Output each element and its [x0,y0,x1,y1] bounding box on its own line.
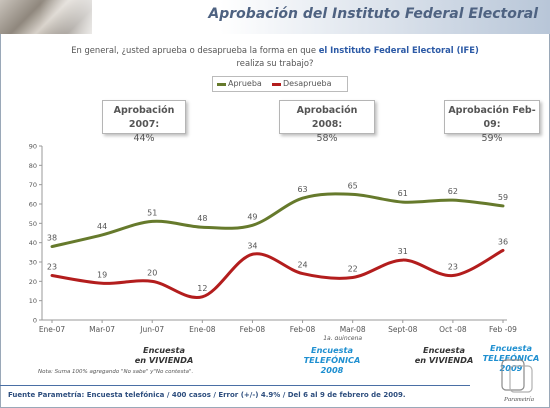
source-text: Fuente Parametría: Encuesta telefónica /… [8,391,406,399]
legend-label-aprueba: Aprueba [228,79,262,88]
data-label: 20 [147,268,157,277]
data-label: 31 [398,247,408,256]
data-label: 63 [297,185,307,194]
data-label: 23 [448,263,458,272]
x-tick-label: Feb-08 [290,325,316,334]
survey-4-line1: Encuesta [490,343,532,353]
parametria-logo: Parametría [501,359,534,403]
legend-label-desaprueba: Desaprueba [283,79,332,88]
y-tick-label: 0 [33,317,37,325]
callout-2007-title: Aprobación 2007: [113,105,175,130]
y-tick-label: 60 [29,201,37,209]
x-tick-label: Sept-08 [388,325,418,334]
survey-3-line1: Encuesta [423,345,465,355]
survey-label-1: Encuesta en VIVIENDA [114,345,214,365]
legend-swatch-aprueba [217,83,226,86]
y-tick-label: 10 [29,297,37,305]
callout-2007: Aprobación 2007: 44% [102,100,186,144]
chart-legend: Aprueba Desaprueba [212,76,348,92]
y-tick-label: 30 [29,259,37,267]
callout-2008-title: Aprobación 2008: [296,105,358,130]
x-tick-label: Feb-08 [240,325,266,334]
y-tick-label: 40 [29,239,37,247]
data-label: 22 [348,264,358,273]
header-photo-fade [40,0,110,34]
callout-feb09-value: 59% [481,133,503,144]
question-text: En general, ¿usted aprueba o desaprueba … [40,44,510,70]
question-highlight: el Instituto Federal Electoral (IFE) [318,45,479,55]
data-label: 48 [197,214,207,223]
data-label: 44 [97,222,107,231]
survey-3-line2: en VIVIENDA [414,355,474,365]
series-line-aprueba [50,192,505,249]
x-tick-label: Jun-07 [139,325,164,334]
data-label: 49 [247,212,257,221]
data-label: 12 [197,284,207,293]
y-tick-label: 90 [29,143,37,151]
data-label: 65 [348,181,358,190]
data-label: 62 [448,187,458,196]
x-tick-sublabel: 1a. quincena [323,335,362,340]
data-label: 24 [297,261,307,270]
legend-swatch-desaprueba [272,83,281,86]
data-label: 61 [398,189,408,198]
survey-4-line2: TELEFÓNICA [482,353,540,363]
data-label: 19 [97,270,107,279]
x-tick-label: Oct -08 [439,325,467,334]
data-label: 34 [247,241,257,250]
data-label: 59 [498,193,508,202]
callout-2007-value: 44% [133,133,155,144]
x-tick-label: Mar-08 [340,325,366,334]
y-tick-label: 80 [29,162,37,170]
callout-2008-value: 58% [316,133,338,144]
footer-line [0,385,470,386]
survey-1-line1: Encuesta [143,345,185,355]
question-prefix: En general, ¿usted aprueba o desaprueba … [71,45,319,55]
page-title: Aprobación del Instituto Federal Elector… [208,6,538,22]
y-tick-label: 20 [29,278,37,286]
y-tick-label: 50 [29,220,37,228]
data-label: 51 [147,208,157,217]
question-suffix: realiza su trabajo? [236,58,314,68]
survey-2-line3: 2008 [320,365,344,375]
line-chart: 0 10 20 30 40 50 60 70 80 90 Ene-07 Mar-07 Jun-07 Ene… [29,143,517,341]
survey-1-line2: en VIVIENDA [134,355,194,365]
survey-2-line2: TELEFÓNICA [303,355,361,365]
series-line-desaprueba [50,248,505,300]
data-label: 36 [498,237,508,246]
data-label: 38 [47,234,57,243]
logo-shape-2 [509,365,533,393]
callout-feb09-title: Aprobación Feb-09: [448,105,536,130]
x-tick-label: Mar-07 [89,325,115,334]
y-tick-label: 70 [29,181,37,189]
survey-label-2: Encuesta TELEFÓNICA 2008 [282,345,382,375]
callout-feb09: Aprobación Feb-09: 59% [444,100,540,144]
logo-shape [501,359,525,391]
chart-note: Nota: Suma 100% agregando "No sabe" y"No… [38,369,194,375]
logo-text: Parametría [503,396,534,403]
callout-2008: Aprobación 2008: 58% [279,100,375,144]
x-tick-label: Ene-07 [39,325,66,334]
data-label: 23 [47,263,57,272]
x-tick-label: Ene-08 [189,325,216,334]
x-tick-label: Feb -09 [489,325,517,334]
survey-label-3: Encuesta en VIVIENDA [394,345,494,365]
survey-2-line1: Encuesta [311,345,353,355]
